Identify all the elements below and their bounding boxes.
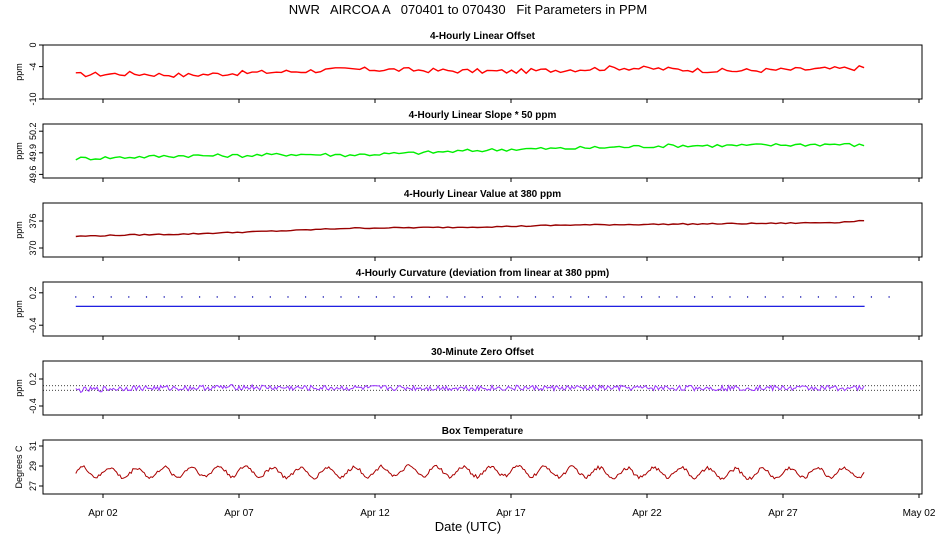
data-point: [428, 296, 431, 298]
data-point: [623, 296, 625, 298]
y-tick-label: 31: [28, 441, 38, 451]
y-axis-label: ppm: [14, 300, 24, 318]
y-tick-label: 0: [28, 42, 38, 47]
data-point: [499, 296, 501, 298]
x-tick-label: Apr 22: [632, 508, 662, 519]
data-point: [92, 296, 95, 298]
panel-frame: [42, 439, 923, 495]
data-point: [269, 296, 271, 298]
y-tick-label: 49.6: [28, 166, 38, 184]
panel-title: 4-Hourly Linear Slope * 50 ppm: [409, 110, 557, 121]
data-point: [676, 296, 678, 298]
panel-title: 4-Hourly Linear Value at 380 ppm: [404, 189, 561, 200]
data-point: [446, 296, 448, 298]
data-point: [693, 296, 696, 298]
y-axis-label: Degrees C: [14, 445, 24, 489]
panel-frame: [42, 281, 923, 337]
data-point: [517, 296, 519, 298]
y-tick-label: 50.2: [28, 122, 38, 140]
y-axis-label: ppm: [14, 142, 24, 160]
data-point: [251, 296, 254, 298]
data-point: [198, 296, 201, 298]
series-line: [75, 383, 865, 394]
data-point: [711, 296, 713, 298]
data-point: [464, 296, 466, 298]
data-point: [481, 296, 484, 298]
data-point: [764, 296, 766, 298]
panel-frame: [42, 123, 923, 179]
data-point: [234, 296, 236, 298]
data-point: [358, 296, 360, 298]
data-point: [853, 296, 855, 298]
data-point: [322, 296, 324, 298]
data-point: [411, 296, 413, 298]
y-tick-label: 29: [28, 461, 38, 471]
data-point: [304, 296, 307, 298]
data-point: [393, 296, 395, 298]
x-tick-label: Apr 17: [496, 508, 526, 519]
data-point: [835, 296, 837, 298]
data-point: [216, 296, 218, 298]
y-axis-label: ppm: [14, 221, 24, 239]
data-point: [163, 296, 165, 298]
data-point: [145, 296, 148, 298]
data-point: [658, 296, 660, 298]
y-axis-label: ppm: [14, 63, 24, 81]
panel-frame: [42, 360, 923, 416]
data-point: [800, 296, 802, 298]
data-point: [640, 296, 643, 298]
chart-title: NWR AIRCOA A 070401 to 070430 Fit Parame…: [288, 2, 648, 17]
data-point: [729, 296, 731, 298]
x-tick-label: May 02: [903, 508, 936, 519]
y-tick-label: 0.2: [28, 373, 38, 386]
y-tick-label: 49.9: [28, 144, 38, 162]
data-point: [817, 296, 820, 298]
data-point: [340, 296, 342, 298]
series-line: [75, 219, 865, 238]
data-point: [181, 296, 183, 298]
series-line: [75, 64, 865, 78]
y-tick-label: 27: [28, 481, 38, 491]
data-point: [587, 296, 590, 298]
x-tick-label: Apr 02: [88, 508, 118, 519]
data-point: [552, 296, 554, 298]
panel-title: 4-Hourly Linear Offset: [430, 31, 536, 42]
y-tick-label: 0.2: [28, 287, 38, 300]
y-tick-label: 376: [28, 213, 38, 228]
y-tick-label: -0.4: [28, 317, 38, 333]
data-point: [110, 296, 112, 298]
data-point: [746, 296, 749, 298]
y-tick-label: -10: [28, 92, 38, 105]
series-line: [75, 142, 865, 161]
data-point: [888, 296, 890, 298]
y-axis-label: ppm: [14, 379, 24, 397]
panel-frame: [42, 202, 923, 258]
x-tick-label: Apr 27: [768, 508, 798, 519]
data-point: [375, 296, 378, 298]
data-point: [870, 296, 873, 298]
x-tick-label: Apr 07: [224, 508, 254, 519]
y-tick-label: -4: [28, 63, 38, 71]
data-point: [782, 296, 784, 298]
y-tick-label: 370: [28, 240, 38, 255]
data-point: [75, 296, 77, 298]
x-tick-label: Apr 12: [360, 508, 390, 519]
panel-title: Box Temperature: [442, 426, 524, 437]
data-point: [534, 296, 537, 298]
panel-frame: [42, 44, 923, 100]
y-tick-label: -0.4: [28, 398, 38, 414]
panel-title: 30-Minute Zero Offset: [431, 347, 534, 358]
data-point: [570, 296, 572, 298]
data-point: [605, 296, 607, 298]
series-line: [75, 464, 865, 481]
x-axis-label: Date (UTC): [434, 519, 502, 534]
panel-title: 4-Hourly Curvature (deviation from linea…: [356, 268, 609, 279]
data-point: [287, 296, 289, 298]
data-point: [128, 296, 130, 298]
